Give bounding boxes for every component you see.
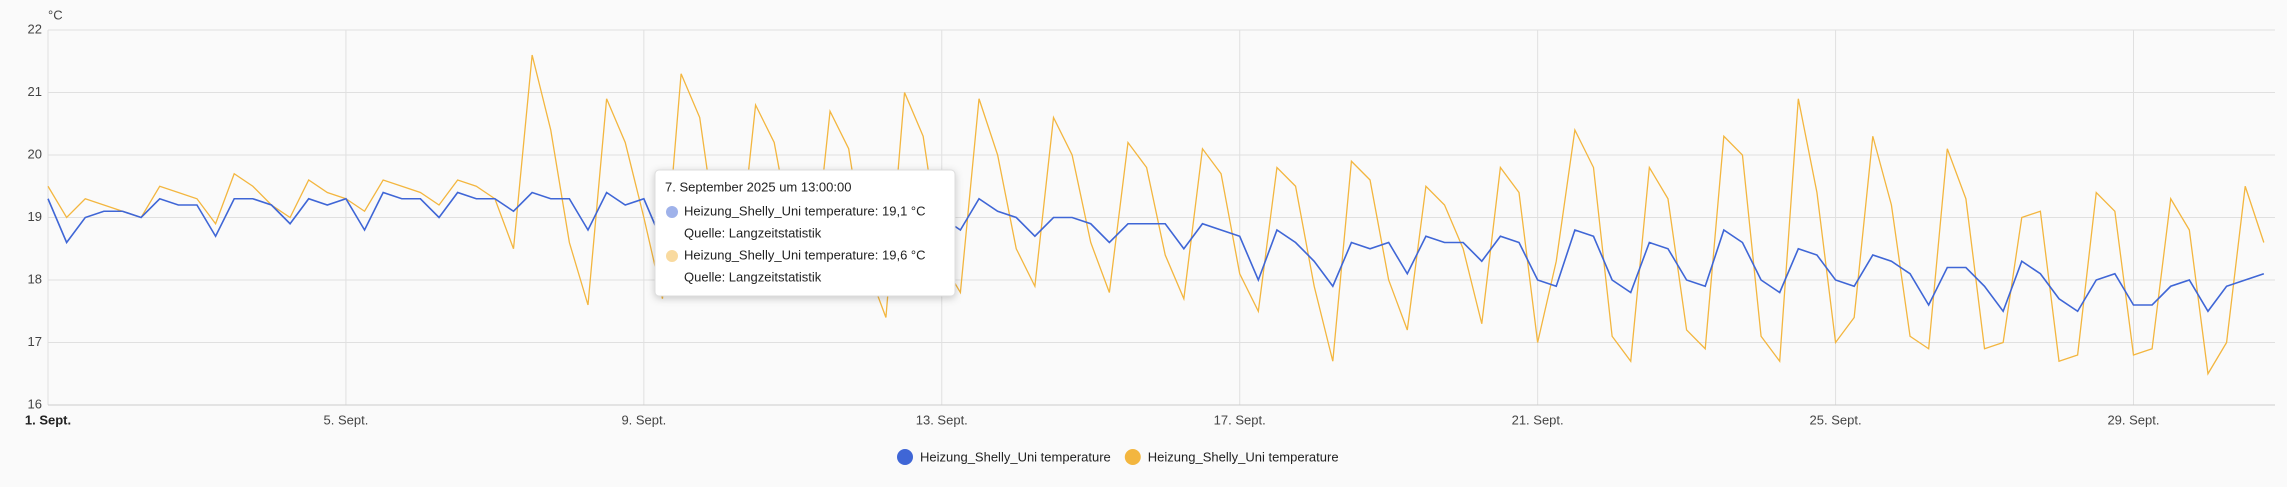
x-tick-label: 17. Sept. [1214,412,1266,427]
tooltip-source: Quelle: Langzeitstatistik [684,225,822,240]
legend-label: Heizung_Shelly_Uni temperature [1148,449,1339,464]
y-tick-label: 17 [28,334,42,349]
tooltip-value: Heizung_Shelly_Uni temperature: 19,1 °C [684,203,926,218]
x-tick-label: 5. Sept. [324,412,369,427]
y-tick-label: 18 [28,271,42,286]
legend-swatch [1124,449,1141,465]
y-tick-label: 16 [28,396,42,411]
tooltip: 7. September 2025 um 13:00:00 Heizung_She… [654,169,956,297]
tooltip-swatch [666,250,678,262]
series-line [47,54,2265,376]
x-tick-label: 13. Sept. [916,412,968,427]
x-tick-label: 1. Sept. [25,412,71,427]
legend-label: Heizung_Shelly_Uni temperature [920,449,1111,464]
tooltip-swatch [666,206,678,218]
legend-swatch [897,449,913,465]
tooltip-box [654,169,956,297]
series-line [47,191,2265,313]
x-tick-label: 25. Sept. [1810,412,1862,427]
y-tick-label: 21 [28,84,42,99]
x-tick-label: 21. Sept. [1512,412,1564,427]
x-tick-label: 9. Sept. [621,412,666,427]
tooltip-title: 7. September 2025 um 13:00:00 [665,179,851,194]
y-tick-label: 20 [28,146,42,161]
y-tick-label: 22 [28,21,42,36]
tooltip-source: Quelle: Langzeitstatistik [684,269,822,284]
y-tick-label: 19 [28,209,42,224]
y-unit: °C [48,7,63,22]
x-tick-label: 29. Sept. [2107,412,2159,427]
tooltip-value: Heizung_Shelly_Uni temperature: 19,6 °C [684,247,926,262]
